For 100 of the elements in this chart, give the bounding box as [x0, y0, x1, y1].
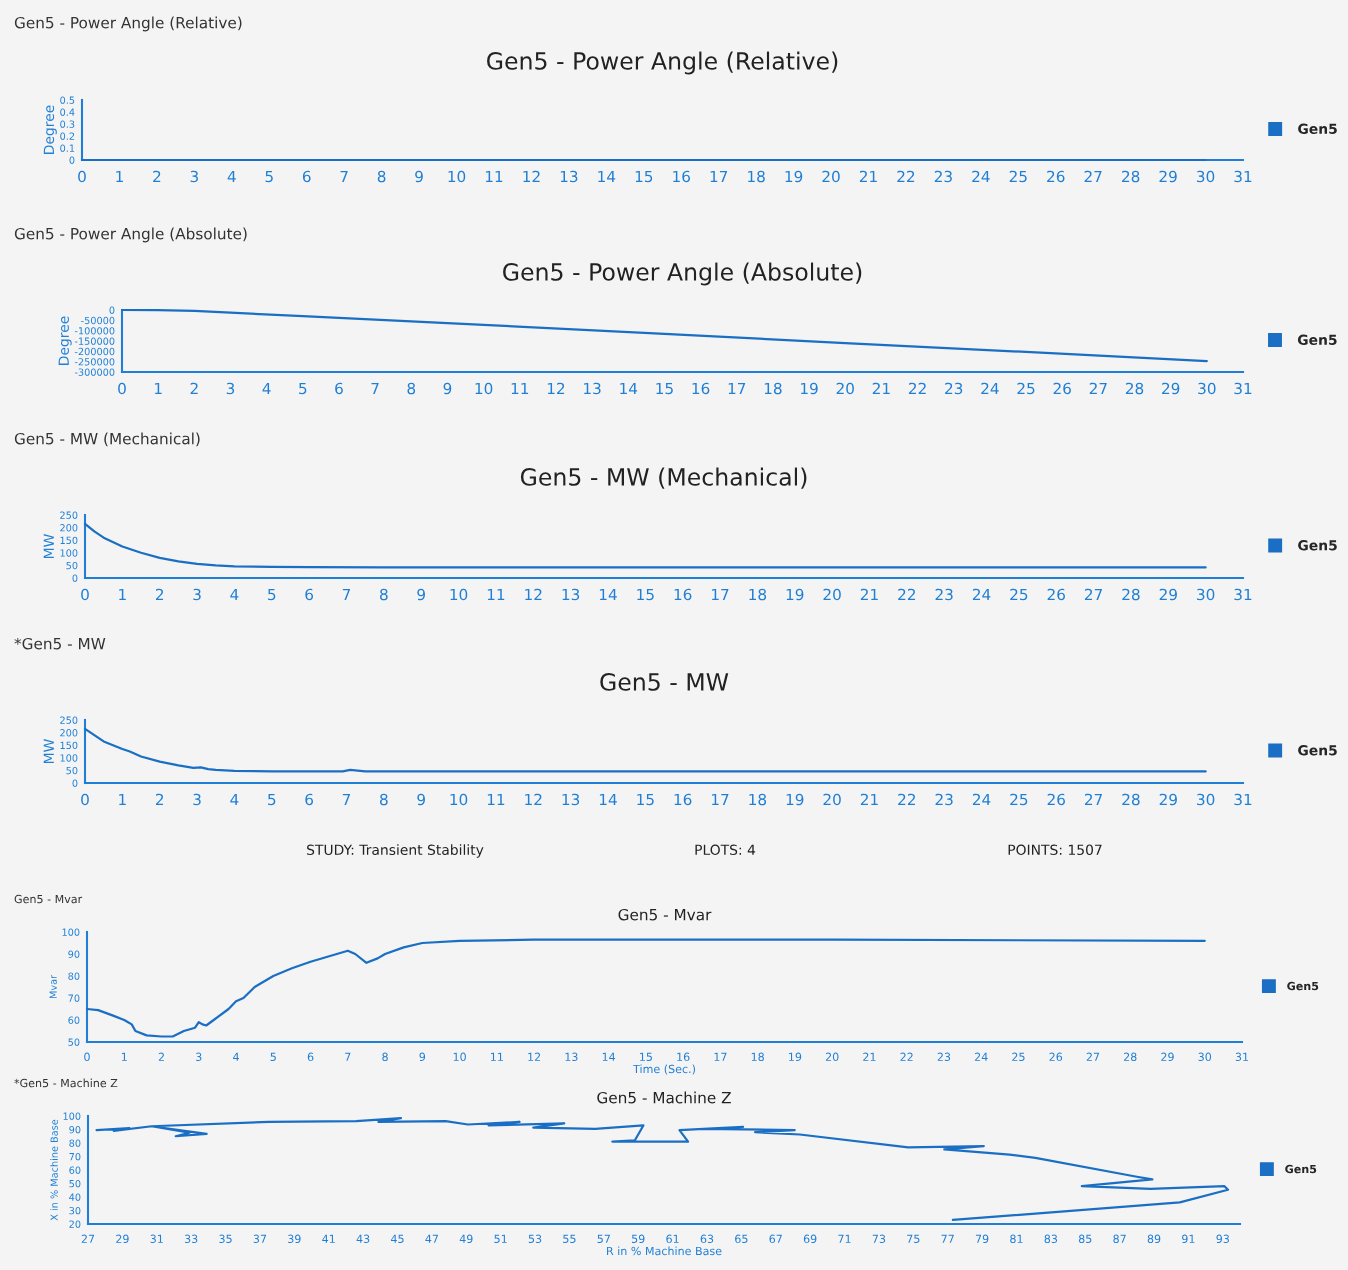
y-axis-title: Mvar	[49, 974, 57, 999]
x-tick-label: 79	[975, 1234, 989, 1244]
x-tick-label: 30	[1197, 588, 1215, 601]
x-tick-label: 27	[1089, 382, 1107, 395]
x-tick-label: 17	[711, 793, 729, 806]
x-tick-label: 8	[377, 170, 386, 183]
x-tick-label: 47	[425, 1234, 438, 1243]
x-tick-label: 14	[599, 793, 617, 806]
x-tick-label: 11	[487, 588, 505, 601]
chart-title: Gen5 - Power Angle (Relative)	[487, 51, 838, 75]
x-tick-label: 71	[838, 1234, 851, 1243]
x-tick-label: 25	[1012, 1052, 1025, 1062]
x-tick-label: 2	[155, 793, 164, 806]
x-tick-label: 12	[525, 793, 542, 806]
y-tick-label: 60	[69, 1166, 81, 1174]
chart-title: Gen5 - Mvar	[618, 908, 712, 921]
y-tick-label: 0.4	[60, 108, 75, 116]
y-axis-title: MW	[43, 534, 54, 558]
x-tick-label: 25	[1017, 382, 1035, 395]
x-tick-label: 27	[81, 1234, 95, 1243]
y-tick-label: 90	[69, 1125, 81, 1134]
chart-subtitle: *Gen5 - MW	[14, 637, 106, 650]
x-tick-label: 22	[908, 382, 926, 395]
x-tick-label: 26	[1047, 588, 1065, 601]
x-tick-label: 16	[674, 793, 692, 806]
x-tick-label: 7	[345, 1052, 351, 1061]
chart-subtitle: Gen5 - Mvar	[14, 894, 83, 904]
x-tick-label: 1	[119, 588, 126, 601]
x-tick-label: 21	[872, 382, 890, 395]
x-tick-label: 28	[1122, 588, 1140, 601]
x-tick-label: 24	[972, 793, 991, 806]
x-tick-label: 8	[380, 793, 388, 806]
x-tick-label: 4	[262, 382, 271, 395]
x-tick-label: 21	[859, 170, 877, 183]
y-tick-label: 70	[69, 1152, 81, 1161]
text: PLOTS: 4	[695, 844, 756, 856]
x-tick-label: 12	[523, 170, 540, 183]
x-tick-label: 13	[562, 793, 580, 806]
y-tick-label: 30	[69, 1206, 81, 1215]
x-tick-label: 9	[417, 793, 425, 806]
text: POINTS: 1507	[1008, 844, 1102, 856]
x-tick-label: 75	[907, 1234, 920, 1244]
x-tick-label: 4	[230, 588, 239, 601]
x-tick-label: 28	[1122, 793, 1140, 806]
x-tick-label: 31	[1234, 793, 1252, 806]
x-tick-label: 61	[666, 1234, 679, 1244]
x-tick-label: 23	[935, 588, 953, 601]
x-tick-label: 28	[1125, 382, 1144, 395]
x-tick-label: 23	[937, 1052, 951, 1062]
x-tick-label: 24	[972, 588, 991, 601]
x-tick-label: 20	[823, 793, 841, 806]
chart-title: Gen5 - Machine Z	[597, 1091, 731, 1104]
x-tick-label: 1	[116, 170, 123, 183]
x-tick-label: 2	[153, 170, 161, 183]
x-tick-label: 13	[584, 382, 601, 395]
text: STUDY: Transient Stability	[307, 844, 484, 858]
y-tick-label: 100	[63, 1112, 81, 1120]
y-tick-label: 0	[69, 156, 75, 164]
x-tick-label: 7	[342, 588, 351, 601]
x-tick-label: 13	[560, 170, 578, 183]
x-tick-label: 27	[1084, 170, 1102, 183]
x-tick-label: 65	[735, 1234, 748, 1244]
x-tick-label: 14	[598, 170, 616, 183]
y-axis-title: MW	[43, 739, 54, 763]
y-tick-label: 60	[68, 1016, 80, 1024]
x-tick-label: 26	[1053, 382, 1071, 395]
x-tick-label: 27	[1084, 793, 1102, 806]
x-tick-label: 22	[900, 1052, 913, 1061]
y-tick-label: 0.3	[60, 120, 75, 128]
x-tick-label: 23	[934, 170, 952, 183]
y-axis-title: Degree	[58, 316, 72, 365]
x-tick-label: 49	[459, 1234, 473, 1244]
x-tick-label: 43	[356, 1234, 370, 1244]
x-tick-label: 3	[226, 382, 235, 395]
x-tick-label: 20	[822, 170, 840, 183]
x-tick-label: 15	[640, 1052, 652, 1062]
x-tick-label: 9	[443, 382, 452, 395]
y-tick-label: 250	[60, 716, 78, 724]
x-tick-label: 21	[860, 793, 878, 806]
y-tick-label: 150	[60, 741, 78, 750]
y-tick-label: 150	[60, 536, 78, 545]
x-tick-label: 33	[184, 1234, 198, 1244]
x-tick-label: 10	[453, 1052, 466, 1062]
y-tick-label: 0.1	[60, 144, 75, 152]
y-tick-label: 90	[68, 950, 80, 958]
x-tick-label: 55	[563, 1234, 576, 1244]
y-tick-label: 250	[60, 511, 78, 519]
x-tick-label: 22	[897, 170, 915, 183]
x-tick-label: 31	[1234, 382, 1252, 395]
y-tick-label: -150000	[74, 337, 115, 345]
y-tick-label: 100	[62, 928, 80, 936]
x-tick-label: 17	[728, 382, 746, 395]
x-tick-label: 85	[1078, 1234, 1092, 1244]
x-tick-label: 30	[1198, 382, 1216, 395]
x-tick-label: 17	[711, 588, 729, 601]
x-tick-label: 15	[656, 382, 673, 395]
x-tick-label: 26	[1049, 1052, 1063, 1062]
x-tick-label: 10	[448, 170, 466, 183]
x-tick-label: 29	[116, 1234, 129, 1244]
x-tick-label: 5	[268, 793, 276, 806]
